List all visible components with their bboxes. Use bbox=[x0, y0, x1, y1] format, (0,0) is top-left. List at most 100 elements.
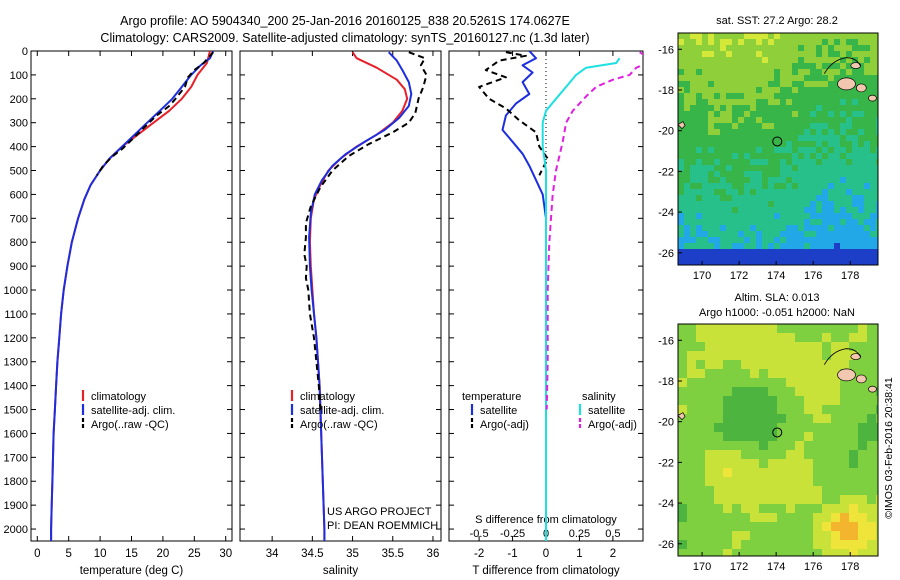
x-tick-label: 15 bbox=[125, 548, 138, 560]
map-cell bbox=[768, 105, 775, 112]
map-cell bbox=[858, 207, 865, 214]
map-cell bbox=[723, 450, 733, 460]
map-cell bbox=[774, 177, 781, 184]
map-cell bbox=[714, 111, 721, 118]
map-cell bbox=[759, 549, 769, 556]
map-cell bbox=[750, 387, 760, 397]
map-cell bbox=[732, 213, 739, 220]
map-cell bbox=[786, 450, 796, 460]
map-cell bbox=[702, 213, 709, 220]
map-cell bbox=[690, 165, 697, 172]
map-cell bbox=[708, 93, 715, 100]
map-cell bbox=[786, 213, 793, 220]
map-cell bbox=[762, 225, 769, 232]
map-cell bbox=[816, 99, 823, 106]
map-cell bbox=[804, 33, 811, 40]
map-cell bbox=[858, 504, 868, 514]
map-cell bbox=[804, 45, 811, 52]
map-cell bbox=[723, 531, 733, 541]
map-cell bbox=[759, 540, 769, 550]
map-cell bbox=[870, 117, 877, 124]
map-cell bbox=[822, 432, 832, 442]
map-cell bbox=[804, 105, 811, 112]
map-cell bbox=[864, 87, 871, 94]
map-cell bbox=[750, 432, 760, 442]
map-cell bbox=[852, 93, 859, 100]
map-cell bbox=[852, 207, 859, 214]
map-cell bbox=[852, 255, 859, 262]
map-cell bbox=[720, 99, 727, 106]
map-cell bbox=[849, 477, 859, 487]
map-cell bbox=[750, 342, 760, 352]
map-cell bbox=[744, 45, 751, 52]
map-cell bbox=[690, 111, 697, 118]
map-cell bbox=[876, 195, 878, 202]
map-cell bbox=[864, 183, 871, 190]
map-cell bbox=[705, 486, 715, 496]
map-cell bbox=[720, 219, 727, 226]
map-cell bbox=[834, 165, 841, 172]
map-cell bbox=[852, 153, 859, 160]
map-cell bbox=[762, 117, 769, 124]
map-cell bbox=[696, 504, 706, 514]
map-cell bbox=[864, 201, 871, 208]
map-cell bbox=[849, 459, 859, 469]
map-cell bbox=[816, 123, 823, 130]
map-cell bbox=[840, 45, 847, 52]
map-cell bbox=[804, 69, 811, 76]
map-cell bbox=[777, 378, 787, 388]
map-cell bbox=[867, 540, 877, 550]
map-cell bbox=[720, 255, 727, 262]
temp-series-line-2 bbox=[96, 51, 214, 176]
map-cell bbox=[705, 468, 715, 478]
map-cell bbox=[687, 387, 697, 397]
map-cell bbox=[720, 243, 727, 250]
map-cell bbox=[714, 486, 724, 496]
depth-tick-label: 0 bbox=[22, 46, 28, 58]
map-cell bbox=[849, 333, 859, 343]
map-cell bbox=[852, 123, 859, 130]
map-cell bbox=[762, 189, 769, 196]
map-cell bbox=[750, 441, 760, 451]
map-cell bbox=[750, 153, 757, 160]
map-cell bbox=[780, 225, 787, 232]
map-cell bbox=[750, 522, 760, 532]
map-cell bbox=[756, 195, 763, 202]
map-cell bbox=[798, 33, 805, 40]
map-cell bbox=[708, 111, 715, 118]
map-cell bbox=[864, 261, 871, 265]
map-cell bbox=[720, 165, 727, 172]
map-cell bbox=[732, 504, 742, 514]
map-cell bbox=[813, 396, 823, 406]
map-cell bbox=[696, 81, 703, 88]
map-cell bbox=[696, 477, 706, 487]
map-cell bbox=[798, 243, 805, 250]
map-cell bbox=[714, 105, 721, 112]
map-cell bbox=[774, 219, 781, 226]
map-cell bbox=[741, 531, 751, 541]
map-cell bbox=[852, 105, 859, 112]
map-cell bbox=[828, 213, 835, 220]
map-cell bbox=[804, 255, 811, 262]
map-cell bbox=[867, 432, 877, 442]
map-cell bbox=[798, 129, 805, 136]
map-cell bbox=[678, 75, 685, 82]
map-cell bbox=[678, 405, 688, 415]
map-cell bbox=[786, 111, 793, 118]
map-cell bbox=[810, 219, 817, 226]
map-cell bbox=[750, 450, 760, 460]
map-cell bbox=[786, 237, 793, 244]
map-cell bbox=[732, 219, 739, 226]
map-cell bbox=[687, 504, 697, 514]
map-cell bbox=[840, 360, 850, 370]
map-cell bbox=[777, 549, 787, 556]
map-bottom-title-line1: Altim. SLA: 0.013 bbox=[735, 292, 820, 304]
map-frame bbox=[677, 32, 879, 266]
map-cell bbox=[762, 207, 769, 214]
map-cell bbox=[678, 171, 685, 178]
map-cell bbox=[705, 477, 715, 487]
map-cell bbox=[738, 177, 745, 184]
map-cell bbox=[702, 135, 709, 142]
depth-tick-label: 1200 bbox=[4, 333, 28, 345]
